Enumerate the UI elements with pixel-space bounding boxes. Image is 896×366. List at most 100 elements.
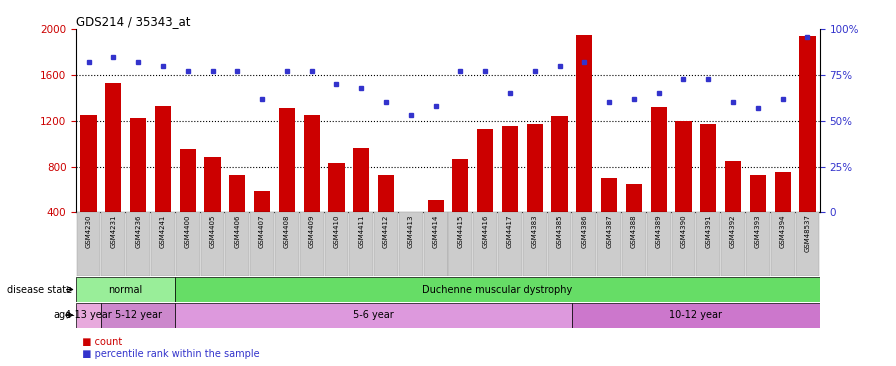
Text: 4-13 year: 4-13 year (65, 310, 112, 320)
Bar (775, 172, 790, 258)
Text: GSM4407: GSM4407 (259, 214, 265, 248)
Bar (81, 115, 97, 258)
Text: GSM4411: GSM4411 (358, 214, 365, 248)
Text: GSM4390: GSM4390 (680, 214, 686, 248)
Bar (799, 36, 815, 258)
Text: GSM4413: GSM4413 (408, 214, 414, 248)
Text: GSM4389: GSM4389 (656, 214, 662, 248)
Text: GSM4415: GSM4415 (457, 214, 463, 247)
Bar (329, 163, 344, 258)
Bar (226, 212, 249, 276)
Bar (101, 303, 176, 328)
Bar (106, 83, 121, 258)
Bar (304, 115, 320, 258)
Text: GSM4406: GSM4406 (234, 214, 240, 248)
Text: disease state: disease state (6, 284, 72, 295)
Bar (180, 149, 195, 258)
Bar (721, 212, 745, 276)
Bar (201, 212, 224, 276)
Bar (676, 121, 692, 258)
Bar (250, 212, 274, 276)
Bar (746, 212, 770, 276)
Bar (449, 212, 472, 276)
Bar (101, 212, 125, 276)
Text: GSM4400: GSM4400 (185, 214, 191, 248)
Text: GSM4394: GSM4394 (780, 214, 786, 248)
Bar (547, 212, 572, 276)
Bar (378, 175, 394, 258)
Text: 5-12 year: 5-12 year (115, 310, 161, 320)
Bar (300, 212, 323, 276)
Bar (771, 212, 795, 276)
Bar (349, 212, 373, 276)
Bar (375, 212, 398, 276)
Bar (155, 106, 171, 258)
Text: 10-12 year: 10-12 year (669, 310, 722, 320)
Bar (598, 212, 621, 276)
Bar (424, 212, 447, 276)
Bar (498, 212, 521, 276)
Text: GSM4392: GSM4392 (730, 214, 737, 248)
Bar (523, 212, 547, 276)
Text: Duchenne muscular dystrophy: Duchenne muscular dystrophy (422, 284, 573, 295)
Text: GSM4385: GSM4385 (556, 214, 563, 248)
Text: GSM4230: GSM4230 (85, 214, 91, 248)
Bar (403, 218, 418, 258)
Bar (353, 148, 369, 258)
Text: GSM4412: GSM4412 (383, 214, 389, 247)
Text: GSM4387: GSM4387 (606, 214, 612, 248)
Bar (130, 119, 146, 258)
Text: GSM4409: GSM4409 (308, 214, 314, 248)
Text: ■ count: ■ count (76, 337, 123, 347)
Bar (254, 191, 270, 258)
Bar (647, 212, 670, 276)
Text: GSM4391: GSM4391 (705, 214, 711, 248)
Bar (279, 108, 295, 258)
Bar (622, 212, 646, 276)
Bar (626, 184, 642, 258)
Bar (229, 175, 246, 258)
Text: GSM4393: GSM4393 (754, 214, 761, 248)
Text: ■ percentile rank within the sample: ■ percentile rank within the sample (76, 349, 260, 359)
Bar (399, 212, 423, 276)
Bar (696, 212, 720, 276)
Text: GSM4231: GSM4231 (110, 214, 116, 248)
Bar (473, 212, 497, 276)
Text: 5-6 year: 5-6 year (353, 310, 394, 320)
Bar (725, 161, 741, 258)
Text: GSM48537: GSM48537 (805, 214, 811, 252)
Bar (275, 212, 298, 276)
Text: GSM4408: GSM4408 (284, 214, 290, 248)
Text: GSM4383: GSM4383 (531, 214, 538, 248)
Text: age: age (54, 310, 72, 320)
Bar (176, 277, 820, 302)
Bar (76, 277, 176, 302)
Bar (77, 212, 100, 276)
Bar (427, 200, 444, 258)
Text: GSM4388: GSM4388 (631, 214, 637, 248)
Bar (502, 127, 518, 258)
Text: GSM4405: GSM4405 (210, 214, 216, 247)
Bar (750, 175, 766, 258)
Bar (478, 129, 493, 258)
Text: GDS214 / 35343_at: GDS214 / 35343_at (76, 15, 191, 28)
Bar (552, 116, 567, 258)
Bar (573, 212, 596, 276)
Text: GSM4416: GSM4416 (482, 214, 488, 248)
Bar (324, 212, 349, 276)
Bar (701, 124, 716, 258)
Bar (572, 303, 820, 328)
Text: GSM4236: GSM4236 (135, 214, 142, 248)
Text: GSM4386: GSM4386 (582, 214, 588, 248)
Text: GSM4410: GSM4410 (333, 214, 340, 248)
Bar (527, 124, 543, 258)
Bar (796, 212, 819, 276)
Text: GSM4241: GSM4241 (159, 214, 166, 247)
Bar (151, 212, 175, 276)
Bar (601, 178, 617, 258)
Bar (126, 212, 150, 276)
Bar (650, 107, 667, 258)
Bar (176, 212, 200, 276)
Bar (672, 212, 695, 276)
Bar (204, 157, 220, 258)
